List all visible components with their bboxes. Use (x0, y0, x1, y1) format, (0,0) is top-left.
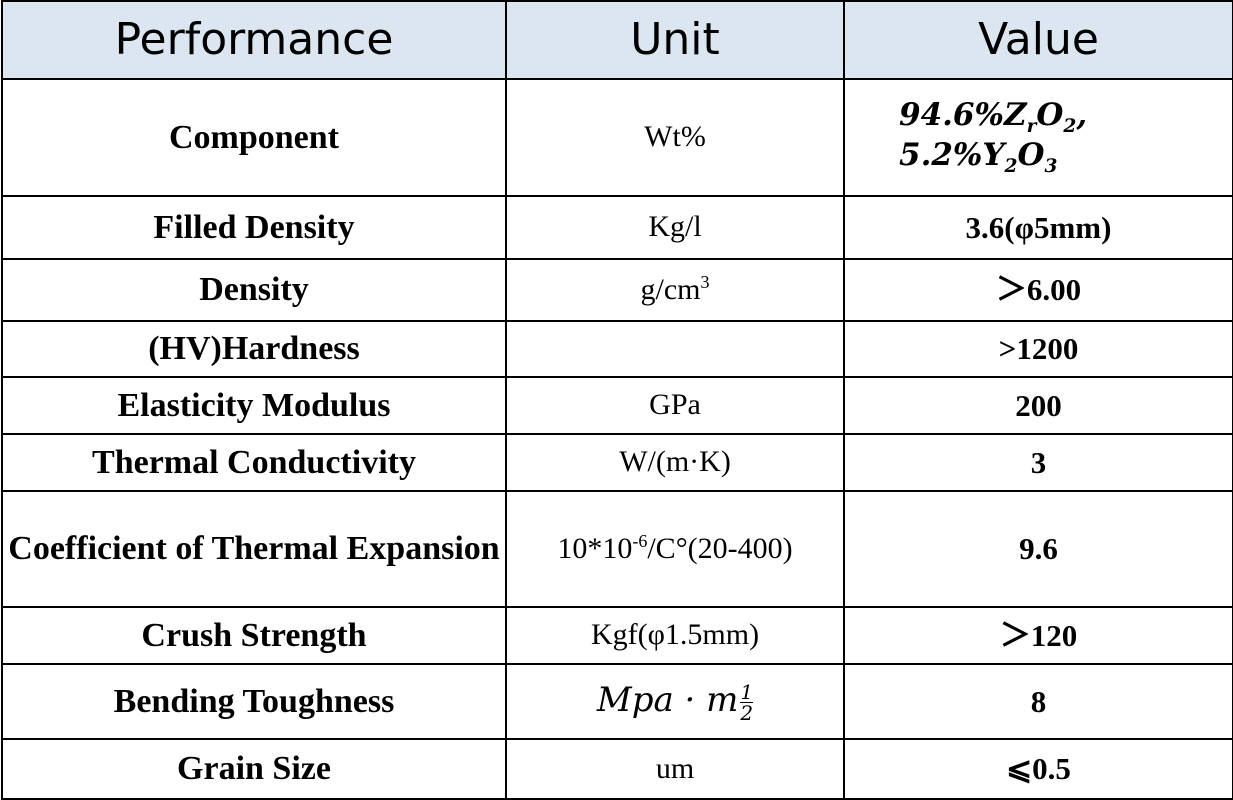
denominator: 2 (740, 700, 754, 725)
cell-text: >1200 (998, 331, 1079, 367)
cell-text: 9.6 (1019, 531, 1058, 567)
table-row: Crush Strength Kgf(φ1.5mm) ＞120 (1, 606, 1233, 665)
table-row: Thermal Conductivity W/(m·K) 3 (1, 433, 1233, 492)
subscript: r (1026, 116, 1037, 138)
table-cell: 8 (843, 663, 1233, 740)
text-part: , (1076, 96, 1088, 133)
numerator: 1 (740, 679, 754, 704)
cell-text: um (655, 751, 695, 785)
text-part: g/cm (640, 273, 701, 307)
cell-text: Wt% (644, 120, 706, 154)
table-cell: 94.6%ZrO2, 5.2%Y2O3 (843, 78, 1233, 197)
cell-text: Grain Size (177, 750, 331, 788)
table-cell: ＞120 (843, 606, 1233, 665)
table-cell: Density (1, 258, 507, 322)
cell-text: Component (168, 118, 340, 156)
table-cell: (HV)Hardness (1, 320, 507, 378)
cell-text: 200 (1015, 387, 1062, 423)
table-cell: 3.6(φ5mm) (843, 195, 1233, 260)
table-cell: 9.6 (843, 490, 1233, 608)
cell-text: Elasticity Modulus (117, 386, 391, 424)
table-cell: Thermal Conductivity (1, 433, 507, 492)
table-cell: Wt% (505, 78, 845, 197)
cell-text: ⩽0.5 (1006, 751, 1071, 787)
table-row: Elasticity Modulus GPa 200 (1, 376, 1233, 435)
cell-text: W/(m·K) (619, 445, 731, 479)
header-cell: Value (843, 0, 1233, 80)
table-cell: Coefficient of Thermal Expansion (1, 490, 507, 608)
table-row: Grain Size um ⩽0.5 (1, 738, 1233, 800)
table-cell: Elasticity Modulus (1, 376, 507, 435)
table-cell: Kgf(φ1.5mm) (505, 606, 845, 665)
symbol: O (1036, 96, 1064, 133)
table-cell: 10*10-6/C°(20-400) (505, 490, 845, 608)
text-part: /C°(20-400) (647, 532, 793, 566)
table-cell: 3 (843, 433, 1233, 492)
header-row: Performance Unit Value (1, 0, 1233, 80)
superscript: 3 (700, 272, 710, 293)
table-cell: Component (1, 78, 507, 197)
table-cell: GPa (505, 376, 845, 435)
table-row: Coefficient of Thermal Expansion 10*10-6/… (1, 490, 1233, 608)
cell-text: GPa (649, 388, 701, 422)
table-cell: >1200 (843, 320, 1233, 378)
cell-text: 3 (1030, 444, 1047, 480)
table-cell: Grain Size (1, 738, 507, 800)
cell-text: Crush Strength (141, 616, 367, 654)
cell-text: 3.6(φ5mm) (965, 209, 1112, 245)
cell-text: Coefficient of Thermal Expansion (8, 530, 500, 568)
header-cell: Unit (505, 0, 845, 80)
cell-text: (HV)Hardness (148, 330, 360, 368)
cell-text: Thermal Conductivity (92, 443, 416, 481)
symbol: O (1017, 136, 1045, 173)
subscript: 2 (1004, 155, 1018, 177)
cell-text: Kg/l (648, 210, 702, 244)
text-part: 10*10 (557, 532, 633, 566)
table-body: Component Wt% 94.6%ZrO2, 5.2%Y2O3 Filled Den… (1, 78, 1233, 800)
table-cell: W/(m·K) (505, 433, 845, 492)
cell-text: Kgf(φ1.5mm) (590, 618, 760, 652)
cell-text: Bending Toughness (113, 682, 395, 720)
text-part: Mpa · m (596, 679, 739, 720)
subscript: 2 (1063, 116, 1077, 138)
cell-text: ＞120 (999, 617, 1078, 653)
table-cell: um (505, 738, 845, 800)
table-cell: Filled Density (1, 195, 507, 260)
math-line: 94.6%ZrO2, (849, 96, 1228, 138)
cell-text: Density (199, 271, 309, 309)
symbol: Y (982, 136, 1005, 173)
table-cell: Bending Toughness (1, 663, 507, 740)
table-row: Filled Density Kg/l 3.6(φ5mm) (1, 195, 1233, 260)
cell-text: Filled Density (153, 208, 355, 246)
text-part: 94.6% (899, 96, 1004, 133)
math-line: 5.2%Y2O3 (849, 136, 1228, 178)
symbol: Z (1003, 96, 1027, 133)
cell-text: 8 (1030, 683, 1047, 719)
table-row: (HV)Hardness >1200 (1, 320, 1233, 378)
header-cell: Performance (1, 0, 507, 80)
table-cell: Crush Strength (1, 606, 507, 665)
table-cell: 200 (843, 376, 1233, 435)
table-row: Component Wt% 94.6%ZrO2, 5.2%Y2O3 (1, 78, 1233, 197)
table-row: Density g/cm3 ＞6.00 (1, 258, 1233, 322)
table-cell (505, 320, 845, 378)
cell-text: ＞6.00 (995, 272, 1082, 308)
text-part: 5.2% (899, 136, 983, 173)
table-cell: ＞6.00 (843, 258, 1233, 322)
table-cell: g/cm3 (505, 258, 845, 322)
table-cell: Kg/l (505, 195, 845, 260)
superscript: -6 (632, 531, 648, 552)
subscript: 3 (1044, 155, 1058, 177)
table-cell: ⩽0.5 (843, 738, 1233, 800)
